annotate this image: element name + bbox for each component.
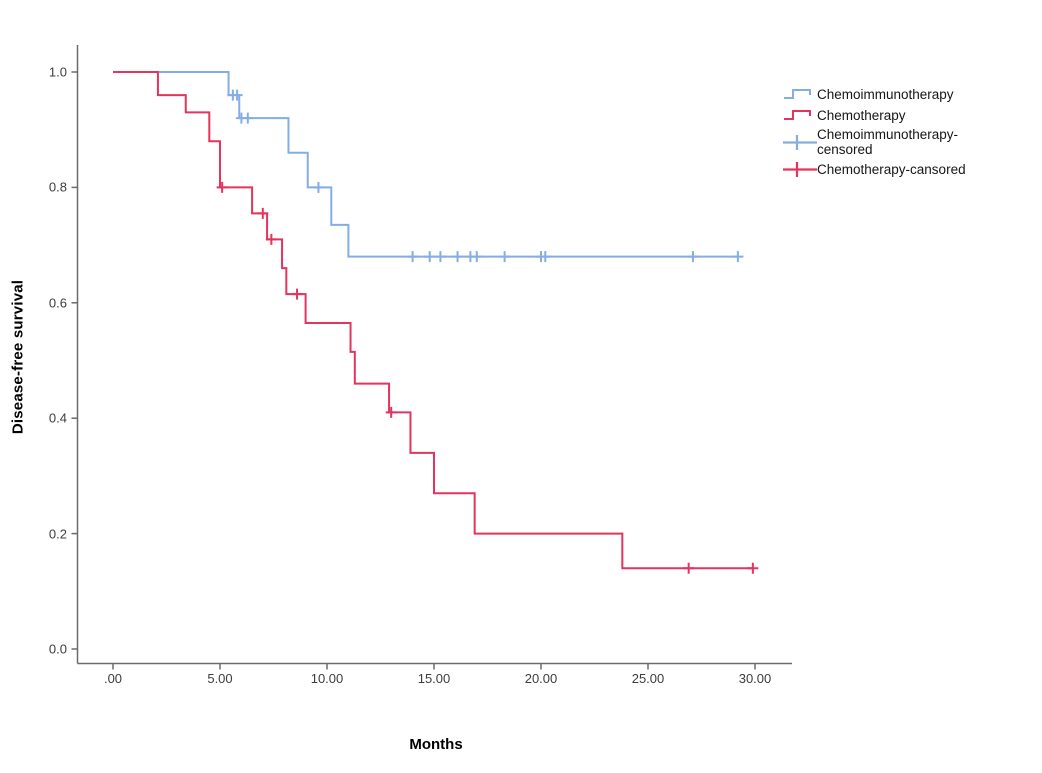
y-tick-label: 0.6	[48, 295, 67, 311]
x-tick-label: 25.00	[631, 671, 665, 686]
legend-label: Chemotherapy-cansored	[817, 161, 966, 177]
y-tick-label: 0.2	[48, 526, 67, 542]
step-line-icon	[784, 89, 811, 99]
censor-marks-chemoimmunotherapy	[227, 89, 744, 263]
x-tick-label: .00	[103, 671, 123, 686]
legend: Chemoimmunotherapy Chemotherapy Chemoimmun…	[783, 85, 985, 178]
x-tick-label: 30.00	[738, 671, 772, 686]
y-tick-label: 1.0	[48, 64, 67, 80]
censor-plus-icon	[783, 162, 817, 177]
legend-item-chemotherapy: Chemotherapy	[783, 106, 985, 124]
censor-plus-icon	[783, 135, 817, 150]
legend-label: Chemoimmunotherapy	[817, 86, 954, 102]
x-tick-label: 10.00	[310, 671, 344, 686]
x-tick-label: 5.00	[207, 671, 233, 686]
y-axis-title: Disease-free survival	[9, 279, 27, 435]
y-tick-label: 0.8	[48, 179, 67, 195]
x-axis-title: Months	[409, 736, 463, 753]
legend-item-chemotherapy-censored: Chemotherapy-cansored	[783, 160, 985, 178]
step-line-icon	[784, 110, 811, 120]
x-tick-label: 15.00	[417, 671, 451, 686]
y-tick-label: 0.4	[48, 410, 67, 426]
y-tick-label: 0.0	[48, 641, 67, 657]
censor-marks-chemotherapy	[216, 181, 759, 574]
survival-curve-chemotherapy	[113, 71, 753, 570]
legend-item-chemoimmunotherapy: Chemoimmunotherapy	[783, 85, 985, 103]
legend-label: Chemoimmunotherapy-censored	[817, 127, 959, 157]
legend-label: Chemotherapy	[817, 107, 906, 123]
x-tick-label: 20.00	[524, 671, 558, 686]
survival-curve-chemoimmunotherapy	[113, 71, 738, 258]
legend-item-chemoimmunotherapy-censored: Chemoimmunotherapy-censored	[783, 127, 985, 157]
